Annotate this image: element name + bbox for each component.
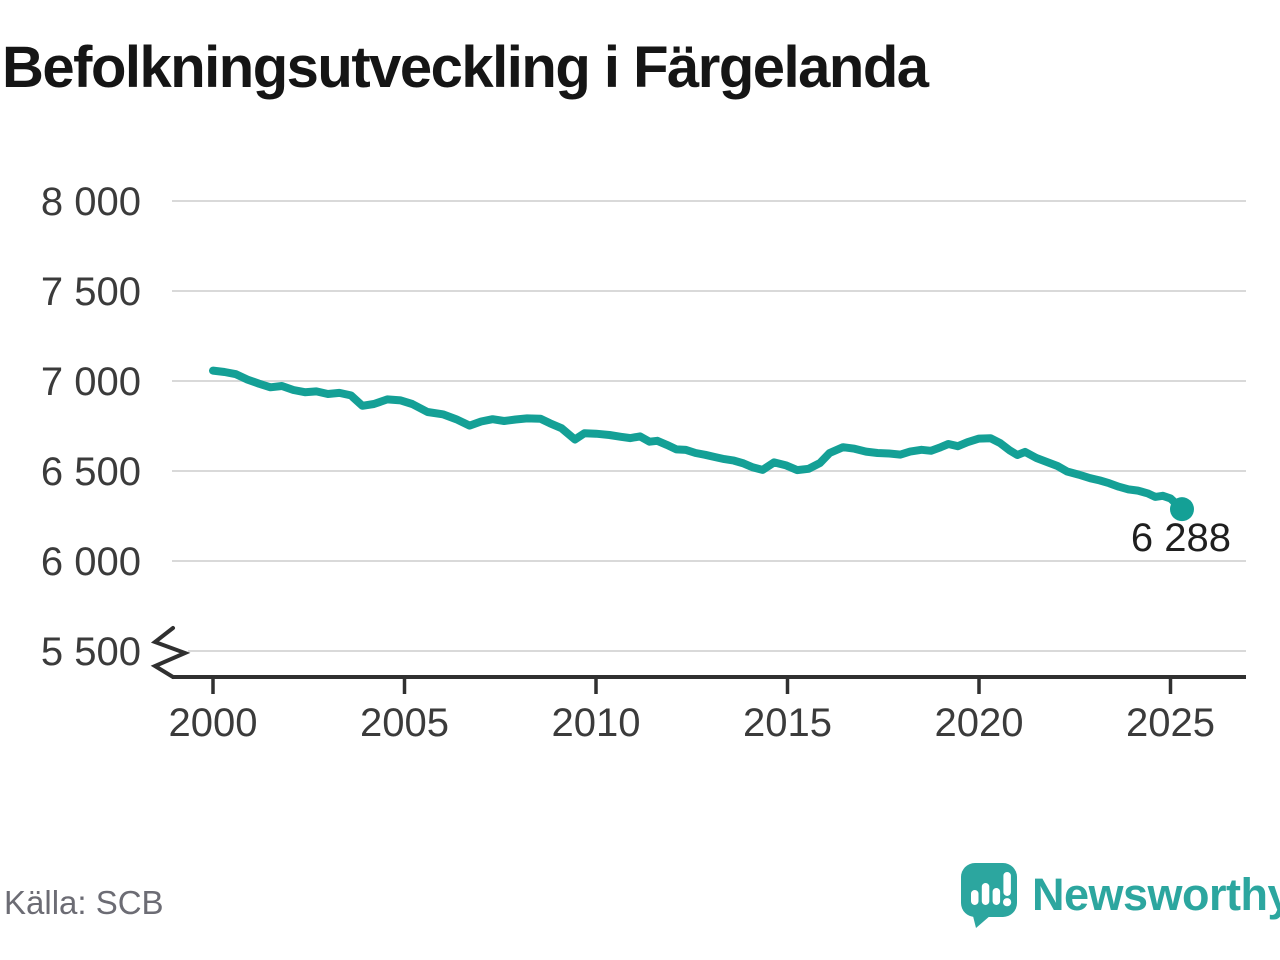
end-point-label: 6 288 <box>1131 516 1231 560</box>
y-axis-break-icon <box>150 626 191 679</box>
newsworthy-logo-text: Newsworthy <box>1032 869 1280 920</box>
y-tick-label: 7 000 <box>41 360 141 404</box>
newsworthy-logo: Newsworthy <box>960 860 1280 930</box>
source-note: Källa: SCB <box>4 884 164 921</box>
end-point-dot <box>1169 497 1194 522</box>
x-tick-label: 2000 <box>169 701 258 745</box>
y-tick-label: 5 500 <box>41 630 141 674</box>
chart-title: Befolkningsutveckling i Färgelanda <box>2 35 929 100</box>
newsworthy-logo-icon <box>961 863 1017 928</box>
y-tick-label: 8 000 <box>41 180 141 224</box>
y-tick-label: 6 500 <box>41 450 141 494</box>
x-tick-label: 2020 <box>935 701 1024 745</box>
x-tick-label: 2015 <box>743 701 832 745</box>
x-tick-label: 2005 <box>360 701 449 745</box>
x-tick-label: 2010 <box>552 701 641 745</box>
y-tick-label: 6 000 <box>41 540 141 584</box>
x-tick-label: 2025 <box>1126 701 1215 745</box>
y-tick-label: 7 500 <box>41 270 141 314</box>
population-data-line <box>209 366 1186 514</box>
